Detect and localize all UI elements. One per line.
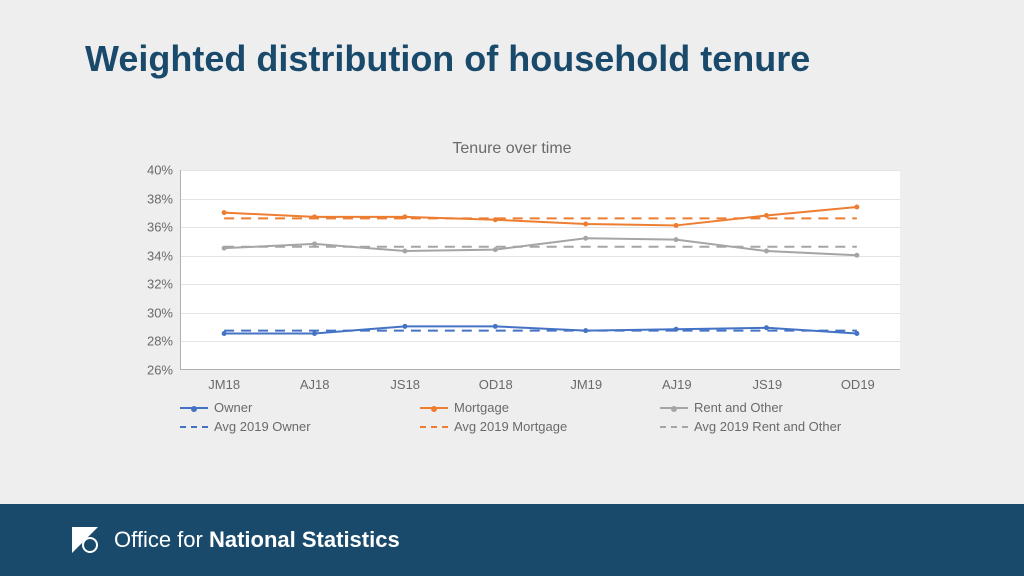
legend-item: Owner [180,400,420,415]
legend-label: Mortgage [454,400,509,415]
legend-label: Avg 2019 Mortgage [454,419,567,434]
series-line [224,238,857,255]
series-marker [493,247,498,252]
series-marker [674,237,679,242]
legend-row: Owner Mortgage Rent and Other [180,400,900,415]
series-marker [583,222,588,227]
x-tick-label: JS19 [752,377,782,392]
series-marker [764,249,769,254]
ons-logo: Office for National Statistics [70,525,400,555]
legend-row: Avg 2019 Owner Avg 2019 Mortgage Avg 2019 … [180,419,900,434]
legend-swatch [180,401,208,415]
series-marker [764,213,769,218]
x-tick-label: JM18 [208,377,240,392]
tenure-chart: 26% 28% 30% 32% 34% 36% 38% 40% JM18 AJ18 JS18 OD18… [130,160,910,420]
footer-org-bold: National Statistics [209,527,400,552]
y-tick-label: 40% [147,163,173,178]
footer-org-prefix: Office for [114,527,203,552]
legend-label: Avg 2019 Rent and Other [694,419,841,434]
y-tick-label: 26% [147,363,173,378]
series-marker [764,325,769,330]
series-marker [674,223,679,228]
legend-label: Avg 2019 Owner [214,419,311,434]
series-marker [222,210,227,215]
x-tick-label: OD19 [841,377,875,392]
ons-logo-icon [70,525,100,555]
plot-area: 26%28%30%32%34%36%38%40%JM18AJ18JS18OD18… [180,170,900,370]
chart-legend: Owner Mortgage Rent and Other Avg 2019 Owne… [180,400,900,438]
y-tick-label: 34% [147,248,173,263]
legend-swatch [660,401,688,415]
series-marker [222,331,227,336]
series-marker [402,249,407,254]
y-tick-label: 30% [147,305,173,320]
legend-item: Avg 2019 Rent and Other [660,419,900,434]
series-marker [312,241,317,246]
series-marker [402,324,407,329]
x-tick-label: JS18 [390,377,420,392]
y-tick-label: 32% [147,277,173,292]
page-title: Weighted distribution of household tenur… [85,38,810,80]
legend-swatch [660,420,688,434]
legend-swatch [420,420,448,434]
series-marker [854,204,859,209]
legend-item: Mortgage [420,400,660,415]
chart-lines [181,170,900,369]
series-marker [312,331,317,336]
footer-bar: Office for National Statistics [0,504,1024,576]
legend-label: Owner [214,400,252,415]
series-line [224,326,857,333]
x-tick-label: AJ18 [300,377,330,392]
y-tick-label: 38% [147,191,173,206]
x-tick-label: JM19 [570,377,602,392]
chart-subtitle: Tenure over time [0,140,1024,158]
x-tick-label: AJ19 [662,377,692,392]
legend-label: Rent and Other [694,400,783,415]
legend-swatch [180,420,208,434]
series-line [224,207,857,225]
legend-item: Rent and Other [660,400,900,415]
footer-org-name: Office for National Statistics [114,527,400,553]
legend-item: Avg 2019 Owner [180,419,420,434]
series-marker [493,324,498,329]
y-tick-label: 28% [147,334,173,349]
y-tick-label: 36% [147,220,173,235]
series-marker [583,236,588,241]
x-tick-label: OD18 [479,377,513,392]
series-marker [854,331,859,336]
legend-item: Avg 2019 Mortgage [420,419,660,434]
legend-swatch [420,401,448,415]
series-marker [854,253,859,258]
